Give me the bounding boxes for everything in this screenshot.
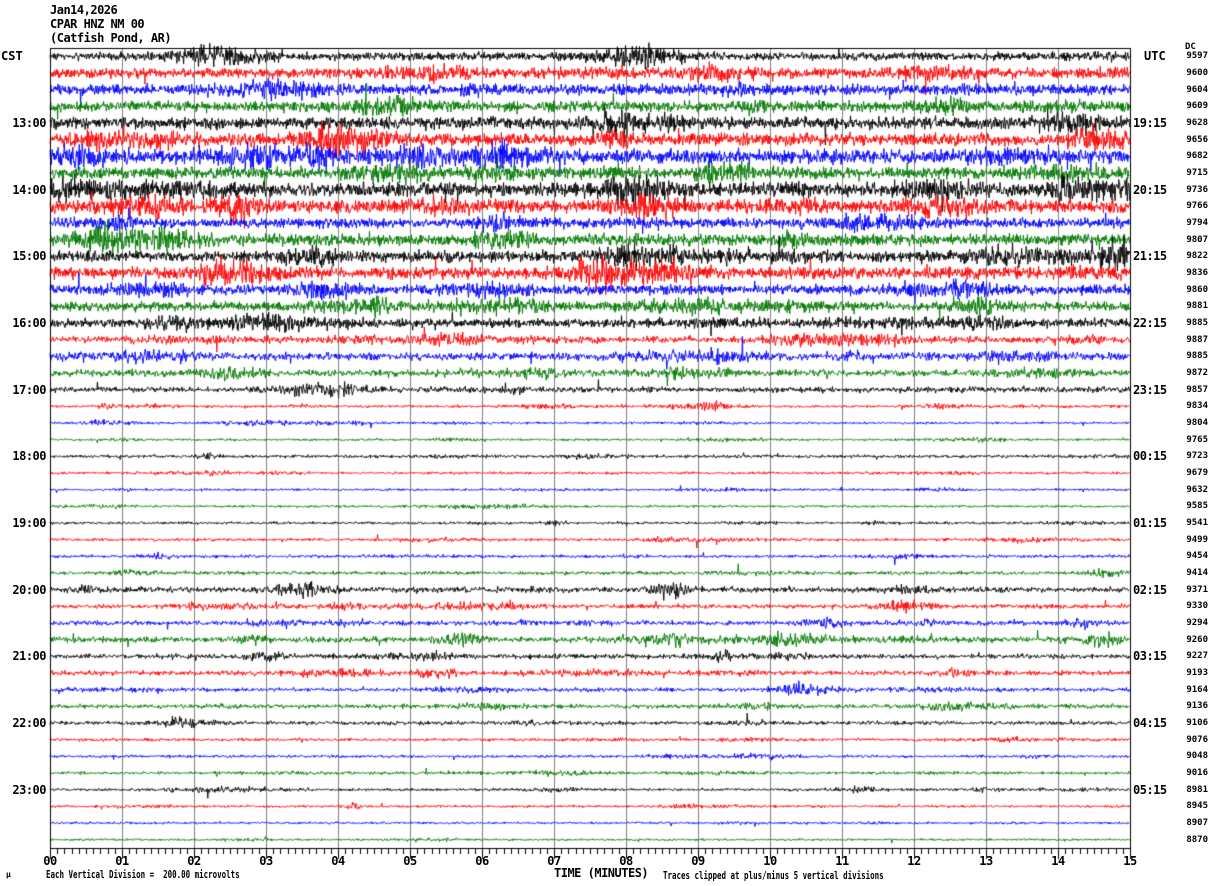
minute-tick-label: 08 (619, 854, 633, 868)
minute-tick-label: 00 (43, 854, 57, 868)
left-hour-label: 22:00 (12, 716, 46, 730)
dc-value: 9860 (1186, 284, 1208, 295)
clip-note: Traces clipped at plus/minus 5 vertical … (663, 869, 884, 882)
dc-value: 9609 (1186, 101, 1208, 112)
dc-value: 9076 (1186, 734, 1208, 745)
minute-tick-label: 12 (907, 854, 921, 868)
minute-tick-label: 07 (547, 854, 561, 868)
right-timezone-label: UTC (1144, 49, 1166, 63)
right-hour-label: 01:15 (1133, 516, 1167, 530)
minute-tick-label: 04 (331, 854, 345, 868)
left-hour-label: 14:00 (12, 182, 46, 197)
dc-value: 9872 (1186, 368, 1208, 378)
dc-value: 9736 (1186, 184, 1208, 195)
header-location: (Catfish Pond, AR) (50, 31, 172, 45)
dc-value: 9628 (1186, 118, 1208, 128)
header-date: Jan14,2026 (50, 3, 118, 17)
vertical-scale-note: Each Vertical Division = 200.00 microvol… (46, 868, 240, 881)
left-hour-label: 21:00 (12, 649, 46, 664)
minute-tick-label: 06 (475, 854, 489, 868)
dc-value: 9715 (1186, 168, 1208, 178)
minute-tick-label: 01 (115, 854, 129, 868)
left-hour-label: 19:00 (12, 516, 46, 530)
minute-tick-label: 09 (691, 854, 705, 868)
dc-value: 9766 (1186, 201, 1208, 212)
right-hour-label: 20:15 (1133, 182, 1167, 197)
right-hour-label: 23:15 (1133, 382, 1167, 397)
left-hour-label: 16:00 (12, 316, 46, 330)
left-hour-label: 13:00 (12, 116, 46, 130)
dc-value: 8945 (1186, 801, 1208, 812)
dc-value: 9499 (1186, 534, 1208, 545)
right-hour-label: 19:15 (1133, 116, 1167, 130)
dc-value: 9048 (1186, 751, 1208, 762)
dc-value: 9414 (1186, 568, 1208, 578)
dc-value: 9682 (1186, 151, 1208, 162)
minute-tick-label: 15 (1123, 854, 1137, 868)
minute-tick-label: 10 (763, 854, 777, 868)
dc-value: 9604 (1186, 84, 1208, 95)
dc-value: 8981 (1186, 784, 1208, 795)
minute-tick-label: 14 (1051, 854, 1065, 868)
minute-tick-label: 05 (403, 854, 417, 868)
dc-value: 9656 (1186, 134, 1208, 145)
header-station: CPAR HNZ NM 00 (50, 17, 145, 31)
left-hour-label: 15:00 (12, 249, 46, 264)
dc-value: 9330 (1186, 601, 1208, 612)
right-hour-label: 03:15 (1133, 649, 1167, 664)
dc-value: 9164 (1186, 684, 1208, 695)
dc-value: 9885 (1186, 318, 1208, 328)
dc-value: 9294 (1186, 618, 1208, 628)
dc-value: 9804 (1186, 418, 1208, 428)
dc-value: 9794 (1186, 218, 1208, 228)
x-axis-title: TIME (MINUTES) (554, 866, 649, 880)
dc-value: 9106 (1186, 718, 1208, 728)
dc-value: 9881 (1186, 301, 1208, 312)
dc-value: 9632 (1186, 484, 1208, 495)
dc-value: 9807 (1186, 234, 1208, 245)
dc-value: 9885 (1186, 351, 1208, 362)
minute-tick-label: 11 (835, 854, 849, 868)
dc-value: 9597 (1186, 51, 1208, 62)
dc-value: 9679 (1186, 468, 1208, 478)
dc-value: 9227 (1186, 651, 1208, 662)
micro-glyph: µ (6, 870, 11, 879)
dc-value: 9723 (1186, 451, 1208, 462)
dc-value: 9016 (1186, 768, 1208, 778)
right-hour-label: 00:15 (1133, 449, 1167, 464)
dc-value: 9260 (1186, 634, 1208, 645)
left-hour-label: 17:00 (12, 382, 46, 397)
minute-tick-label: 03 (259, 854, 273, 868)
right-hour-label: 22:15 (1133, 316, 1167, 330)
right-hour-label: 02:15 (1133, 582, 1167, 597)
dc-value: 9765 (1186, 434, 1208, 445)
left-hour-label: 23:00 (12, 782, 46, 797)
left-hour-label: 18:00 (12, 449, 46, 464)
minute-tick-label: 13 (979, 854, 993, 868)
dc-value: 9541 (1186, 518, 1208, 528)
dc-value: 9585 (1186, 501, 1208, 512)
dc-value: 9371 (1186, 584, 1208, 595)
right-hour-label: 04:15 (1133, 716, 1167, 730)
dc-value: 9600 (1186, 68, 1208, 78)
dc-value: 9857 (1186, 384, 1208, 395)
dc-value: 9136 (1186, 701, 1208, 712)
dc-value: 9836 (1186, 268, 1208, 278)
right-hour-label: 21:15 (1133, 249, 1167, 264)
dc-value: 9193 (1186, 668, 1208, 678)
minute-tick-label: 02 (187, 854, 201, 868)
dc-value: 9834 (1186, 401, 1208, 412)
left-timezone-label: CST (1, 49, 23, 63)
dc-value: 8870 (1186, 834, 1208, 845)
left-hour-label: 20:00 (12, 582, 46, 597)
right-hour-label: 05:15 (1133, 782, 1167, 797)
dc-value: 8907 (1186, 818, 1208, 828)
dc-column-label: DC (1185, 42, 1196, 52)
dc-value: 9887 (1186, 334, 1208, 345)
dc-value: 9822 (1186, 251, 1208, 262)
dc-value: 9454 (1186, 551, 1208, 562)
